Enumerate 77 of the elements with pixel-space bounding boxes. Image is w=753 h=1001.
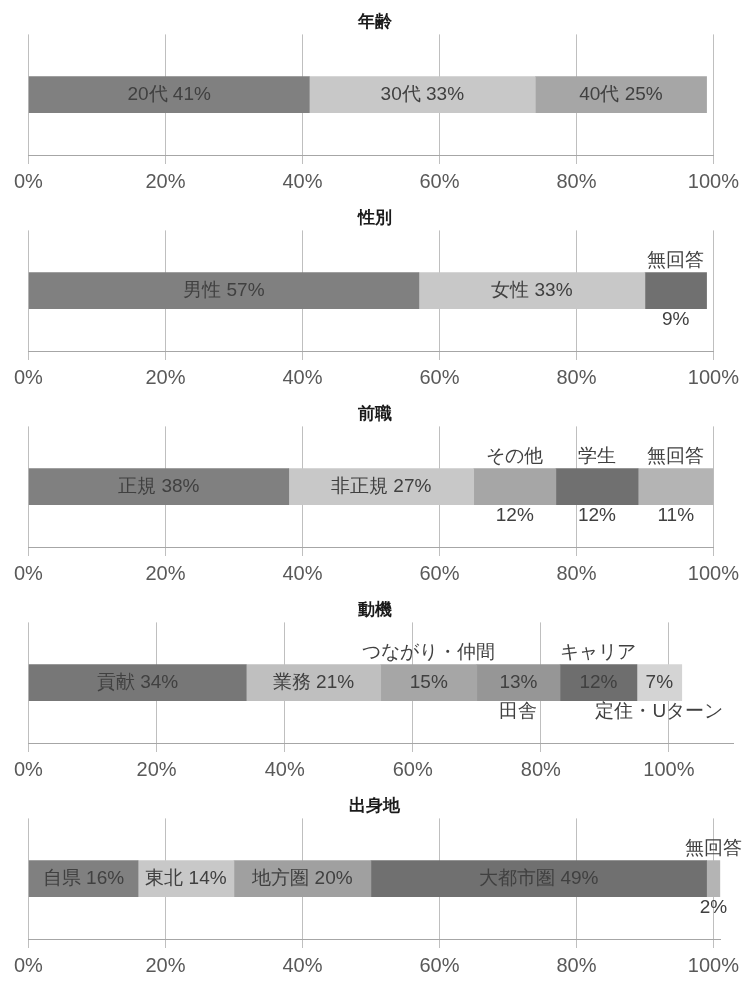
series-label: 無回答 <box>684 837 742 859</box>
data-label: 13% <box>499 670 538 692</box>
bar <box>28 664 247 702</box>
x-tick-label: 60% <box>419 561 460 584</box>
data-label: 7% <box>645 670 674 692</box>
data-label: 12% <box>577 504 617 526</box>
data-label: 2% <box>699 896 728 918</box>
x-tick-label: 40% <box>282 169 323 192</box>
x-tick-label: 60% <box>392 757 433 780</box>
bar <box>535 76 707 114</box>
bar <box>28 76 310 114</box>
text: 自県 16% <box>42 866 125 888</box>
x-tick-label: 80% <box>556 953 597 976</box>
x-tick-label: 20% <box>145 561 186 584</box>
x-tick-label: 100% <box>687 953 740 976</box>
series-label: その他 <box>486 445 544 467</box>
series-label: 無回答 <box>647 445 705 467</box>
x-tick-label: 60% <box>419 365 460 388</box>
x-tick-label: 80% <box>556 169 597 192</box>
bar <box>559 664 638 702</box>
text: 30代 33% <box>380 82 465 104</box>
x-tick-label: 100% <box>643 757 695 780</box>
bar <box>380 664 478 702</box>
bar <box>28 468 290 506</box>
bar <box>476 664 561 702</box>
text: 地方圏 20% <box>252 866 353 888</box>
x-tick-label: 0% <box>14 561 44 584</box>
data-label: 11% <box>657 504 695 526</box>
chart-title: 前職 <box>356 403 392 423</box>
text: 非正規 27% <box>331 474 432 496</box>
data-label: 9% <box>662 308 690 330</box>
x-tick-label: 0% <box>14 365 44 388</box>
x-tick-label: 60% <box>419 169 460 192</box>
x-tick-label: 80% <box>556 365 597 388</box>
bar <box>644 272 707 310</box>
chart-title: 出身地 <box>349 795 401 815</box>
data-label: 15% <box>409 670 448 692</box>
chart-title: 性別 <box>356 207 392 227</box>
x-tick-label: 20% <box>145 953 186 976</box>
x-tick-label: 60% <box>419 953 460 976</box>
series-label: 定住・Uターン <box>595 700 724 722</box>
series-label: つながり・仲間 <box>362 641 496 663</box>
bar <box>636 664 683 702</box>
x-tick-label: 20% <box>136 757 177 780</box>
text: 40代 25% <box>579 82 663 104</box>
bar <box>28 272 420 310</box>
x-tick-label: 80% <box>520 757 562 780</box>
text: 20代 41% <box>127 82 211 104</box>
x-tick-label: 100% <box>687 561 740 584</box>
text: 業務 21% <box>272 670 355 692</box>
series-label: 田舎 <box>499 700 538 722</box>
chart-title: 動機 <box>356 599 392 619</box>
x-tick-label: 20% <box>145 365 186 388</box>
text: 東北 14% <box>145 866 227 888</box>
x-tick-label: 80% <box>556 561 597 584</box>
x-tick-label: 100% <box>687 169 740 192</box>
x-tick-label: 0% <box>14 757 44 780</box>
text: 女性 33% <box>491 278 573 300</box>
x-tick-label: 40% <box>282 953 323 976</box>
series-label: 無回答 <box>647 249 705 271</box>
series-label: 学生 <box>577 445 616 467</box>
x-tick-label: 0% <box>14 953 44 976</box>
chart-title: 年齢 <box>356 11 393 31</box>
text: 男性 57% <box>183 278 265 300</box>
text: 正規 38% <box>118 474 200 496</box>
bar <box>370 860 707 898</box>
bar <box>473 468 557 506</box>
x-tick-label: 100% <box>687 365 740 388</box>
x-tick-label: 20% <box>145 169 186 192</box>
x-tick-label: 40% <box>282 365 323 388</box>
bar <box>555 468 639 506</box>
x-tick-label: 40% <box>282 561 323 584</box>
data-label: 12% <box>495 504 534 526</box>
x-tick-label: 0% <box>14 169 44 192</box>
series-label: キャリア <box>560 641 637 663</box>
bar <box>637 468 714 506</box>
x-tick-label: 40% <box>264 757 305 780</box>
